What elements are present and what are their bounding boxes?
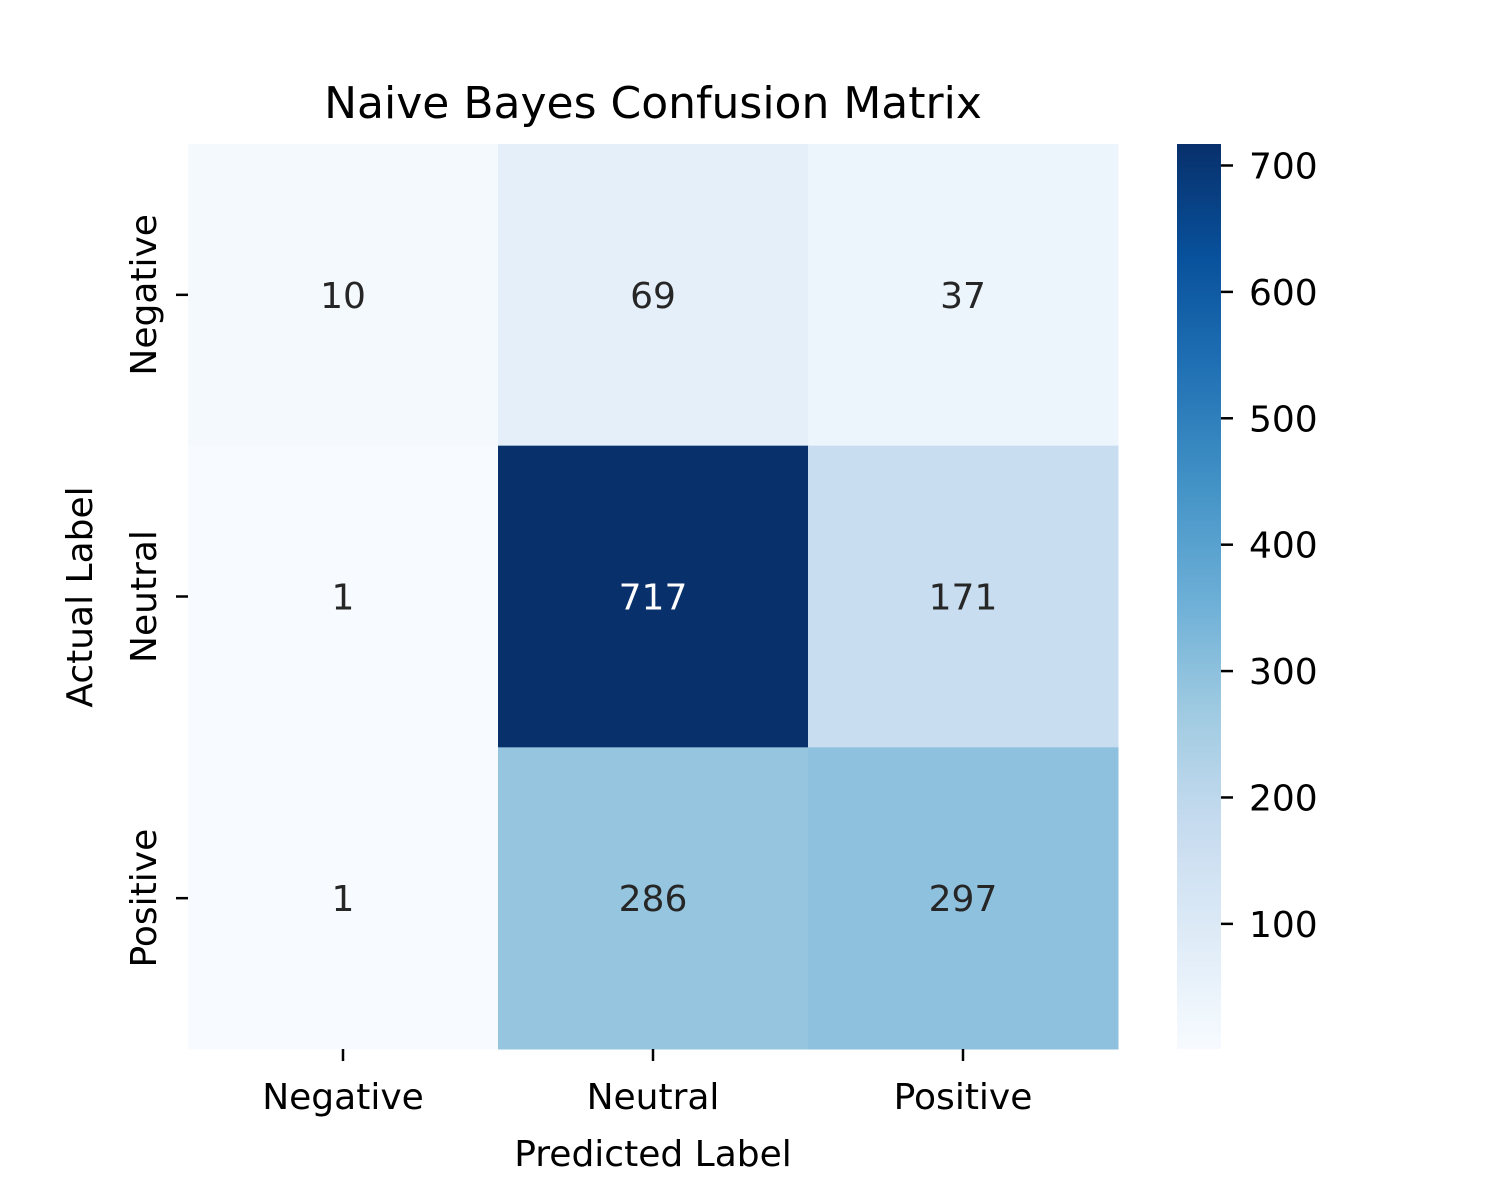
heatmap-cell [808,747,1119,1050]
cell-value-label: 1 [332,879,355,920]
x-tick-label: Positive [894,1077,1033,1118]
heatmap-cell [498,144,809,447]
colorbar-tick-label: 400 [1249,526,1318,567]
heatmap-cell [188,747,499,1050]
heatmap-cell [808,144,1119,447]
y-tick-label: Negative [124,214,165,376]
colorbar-ticks: 100 200 300 400 500 600 700 [1221,146,1318,946]
heatmap-cell [498,445,809,748]
x-axis-label: Predicted Label [514,1134,792,1175]
colorbar-gradient [1177,144,1221,1049]
cell-value-label: 1 [332,578,355,619]
y-tick-label: Neutral [124,530,165,663]
x-tick-label: Negative [262,1077,424,1118]
y-axis-ticks: Negative Neutral Positive [124,214,188,968]
colorbar-tick-label: 500 [1249,399,1318,440]
cell-value-label: 297 [929,879,998,920]
cell-value-label: 37 [940,276,986,317]
colorbar-tick-label: 600 [1249,273,1318,314]
y-axis-label: Actual Label [60,486,101,707]
colorbar-tick-label: 700 [1249,146,1318,187]
cell-value-label: 10 [320,276,366,317]
y-tick-label: Positive [124,829,165,968]
heatmap-cell [188,445,499,748]
cell-value-label: 286 [619,879,688,920]
colorbar-tick-label: 200 [1249,778,1318,819]
heatmap-cell [808,445,1119,748]
heatmap-cell [498,747,809,1050]
heatmap-cell [188,144,499,447]
cell-value-label: 69 [630,276,676,317]
x-tick-label: Neutral [587,1077,720,1118]
chart-title: Naive Bayes Confusion Matrix [324,78,982,129]
colorbar: 100 200 300 400 500 600 700 [1177,144,1318,1049]
colorbar-tick-label: 300 [1249,652,1318,693]
cell-value-label: 171 [929,578,998,619]
x-axis-ticks: Negative Neutral Positive [262,1049,1032,1118]
colorbar-tick-label: 100 [1249,905,1318,946]
cell-value-label: 717 [619,578,688,619]
